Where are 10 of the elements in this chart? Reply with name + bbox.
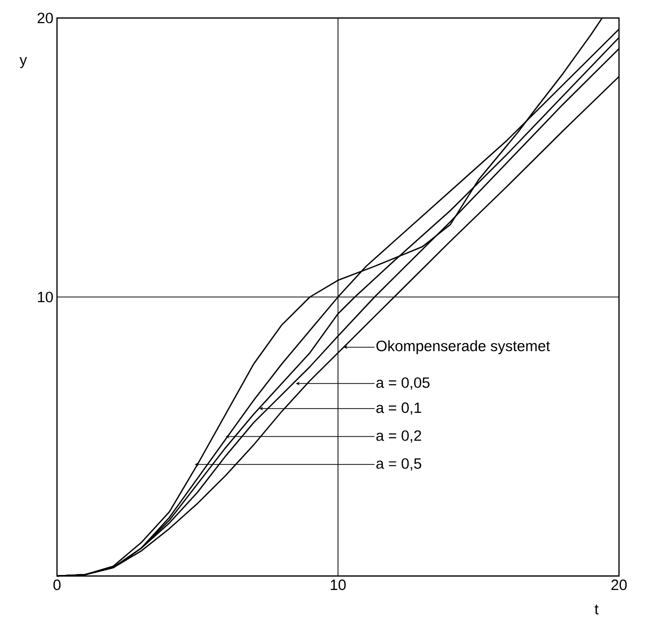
- x-tick-label: 20: [611, 580, 627, 590]
- annotation: a = 0,2: [376, 430, 422, 443]
- y-axis-title: y: [20, 57, 27, 68]
- annotation: a = 0,1: [376, 402, 422, 415]
- x-tick-label: 10: [330, 580, 346, 590]
- annotation: a = 0,5: [376, 458, 422, 471]
- annotation: a = 0,05: [376, 377, 430, 390]
- x-axis-title: t: [594, 604, 598, 614]
- annotation: Okompenserade systemet: [376, 340, 550, 354]
- x-tick-label: 0: [53, 580, 61, 590]
